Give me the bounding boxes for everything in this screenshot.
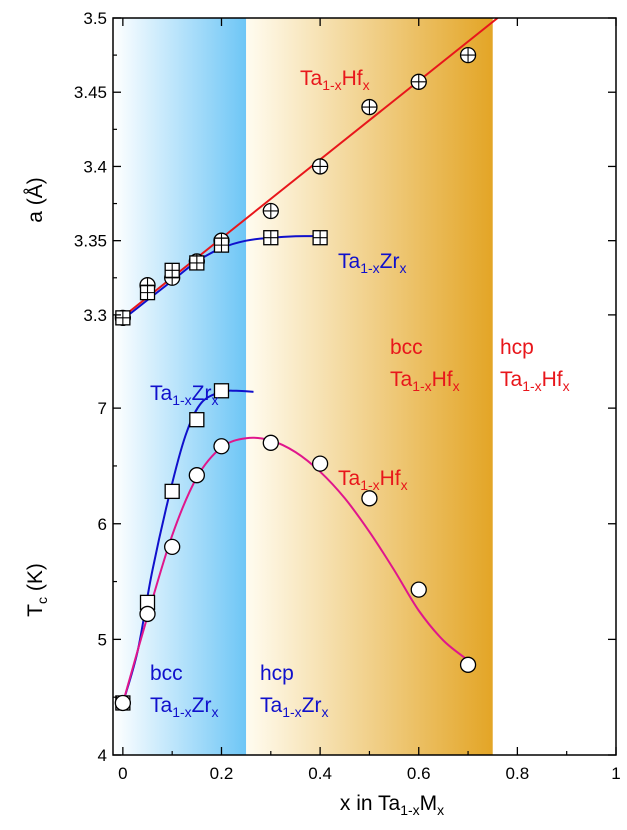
bottom-hf-point: [361, 490, 378, 507]
axes: 0 0.2 0.4 0.6 0.8 1 3.3 3.35 3.4 3.45 3.5 4 5 6 7: [74, 9, 621, 783]
annotation-hf-top: Ta1-xHfx: [300, 67, 370, 93]
top-y-tick-label: 3.5: [83, 9, 107, 28]
top-hf-point-cross: [362, 100, 377, 115]
top-ylabel-part: a (: [24, 198, 47, 223]
fit-curves: [117, 18, 499, 704]
top-hf-point-cross: [263, 203, 278, 218]
bottom-zr-point: [164, 483, 180, 500]
x-tick-label: 1: [611, 764, 620, 783]
annotation-hcp-zr: Ta1-xZrx: [260, 694, 328, 720]
top-hf-point-cross: [411, 74, 426, 89]
xlabel-sub: x: [437, 802, 444, 818]
bottom-hf-point: [188, 467, 205, 484]
data-markers: [114, 46, 477, 712]
annotation-bcc-hf: Ta1-xHfx: [390, 368, 460, 394]
bottom-hf-point: [139, 605, 156, 623]
top-zr-point-cross: [140, 285, 155, 300]
xlabel-part: x in Ta: [340, 792, 401, 815]
top-y-tick-label: 3.45: [74, 83, 107, 102]
annotation-zr-top: Ta1-xZrx: [338, 250, 406, 276]
annotation-bcc-label: bcc: [390, 336, 423, 359]
annotation-hcp-hf: Ta1-xHfx: [500, 368, 570, 394]
bottom-hf-fit: [121, 436, 469, 704]
top-zr-point-cross: [115, 310, 130, 325]
top-y-tick-label: 3.35: [74, 232, 107, 251]
top-y-tick-label: 3.3: [83, 306, 107, 325]
xlabel-part: M: [420, 792, 438, 815]
bottom-zr-point: [189, 412, 205, 428]
top-hf-point-cross: [461, 48, 476, 63]
annotation-hcp-label: hcp: [500, 336, 534, 359]
top-zr-point-cross: [263, 230, 278, 245]
annotation-hcp-zr-label: hcp: [260, 662, 294, 685]
hcp-region: [246, 18, 493, 755]
top-zr-fit: [117, 235, 321, 324]
x-axis-label: x in Ta1-xMx: [340, 792, 444, 818]
annotation-bcc-zr-label: bcc: [150, 662, 183, 685]
bottom-hf-point: [114, 694, 132, 712]
annotation-hf-bottom: Ta1-xHfx: [338, 467, 408, 493]
annotation-bcc-zr: Ta1-xZrx: [150, 694, 218, 720]
x-tick-label: 0.4: [308, 764, 332, 783]
bottom-hf-point: [459, 656, 477, 673]
x-tick-label: 0.2: [210, 764, 234, 783]
top-ylabel-part: ): [24, 177, 47, 184]
bottom-hf-point: [213, 438, 230, 455]
xlabel-sub: 1-x: [400, 802, 419, 818]
bottom-y-tick-label: 4: [98, 746, 107, 765]
bottom-y-axis-label: Tc (K): [24, 563, 50, 617]
x-tick-label: 0: [118, 764, 127, 783]
plot-frame: [112, 17, 617, 756]
bottom-ylabel-sub: c: [34, 597, 50, 604]
bottom-hf-point: [262, 434, 279, 451]
top-zr-point-cross: [313, 230, 328, 245]
bottom-zr-fit: [121, 389, 254, 704]
x-tick-label: 0.8: [506, 764, 530, 783]
bottom-y-tick-label: 6: [98, 515, 107, 534]
top-hf-fit: [117, 18, 499, 322]
top-hf-point-cross: [313, 159, 328, 174]
bottom-hf-point: [164, 538, 181, 556]
annotation-zr-bottom: Ta1-xZrx: [150, 382, 218, 408]
top-zr-point-cross: [214, 238, 229, 253]
bottom-ylabel-T: T: [24, 604, 47, 617]
top-zr-point-cross: [165, 263, 180, 278]
bottom-y-tick-label: 7: [98, 399, 107, 418]
bottom-y-tick-label: 5: [98, 630, 107, 649]
top-y-axis-label: a (Å): [24, 177, 47, 223]
bottom-ylabel-unit: (K): [24, 563, 47, 597]
bottom-hf-point: [311, 455, 329, 472]
bottom-hf-point: [410, 581, 427, 598]
bottom-zr-point: [213, 383, 230, 399]
top-zr-point-cross: [189, 255, 204, 270]
top-ylabel-angstrom: Å: [24, 184, 47, 198]
top-y-tick-label: 3.4: [83, 157, 107, 176]
x-tick-label: 0.6: [407, 764, 431, 783]
